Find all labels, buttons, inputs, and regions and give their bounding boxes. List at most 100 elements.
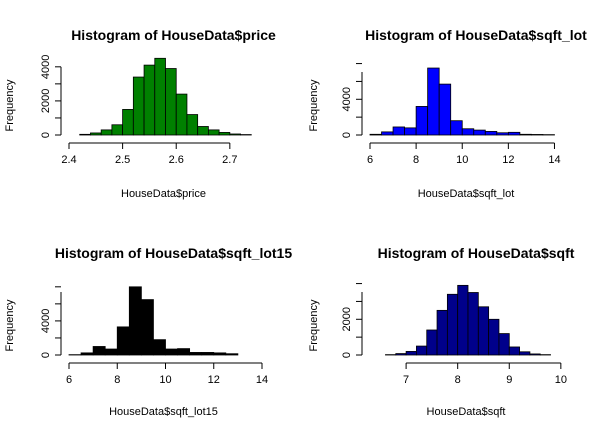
x-tick-label: 9 — [506, 374, 512, 386]
x-tick-label: 2.6 — [169, 154, 184, 166]
histogram-bar — [473, 129, 486, 136]
histogram-bar — [438, 83, 452, 136]
chart-title: Histogram of HouseData$sqft_lot — [365, 27, 587, 43]
histogram-bar — [519, 351, 531, 356]
histogram-bar — [415, 106, 429, 136]
histogram-bar — [201, 352, 215, 356]
histogram-bar — [508, 346, 520, 356]
y-tick-label: 2000 — [341, 307, 353, 331]
histogram-bar — [111, 124, 124, 136]
histogram-bar — [529, 353, 541, 356]
histogram-bar — [467, 292, 479, 356]
histogram-panel-3: 6 8 10 12 14 0 4000 Histogram of HouseData$sqft… — [4, 245, 292, 418]
histogram-bar — [392, 126, 405, 136]
chart-title: Histogram of HouseData$sqft — [378, 245, 575, 261]
histogram-bar — [132, 76, 145, 136]
x-tick-label: 8 — [114, 374, 120, 386]
histogram-bar — [457, 284, 469, 356]
histogram-bar — [186, 114, 199, 136]
histogram-bar — [122, 109, 134, 136]
y-axis-label: Frequency — [4, 79, 16, 131]
x-tick-label: 14 — [256, 374, 268, 386]
x-tick-label: 10 — [456, 154, 468, 166]
histogram-bar — [175, 93, 188, 136]
y-tick-label: 2000 — [40, 89, 52, 113]
histogram-bar — [165, 348, 178, 356]
histogram-panel-4: 7 8 9 10 0 2000 Histogram of HouseData$sqft Hou… — [308, 245, 575, 418]
histogram-bar — [153, 339, 166, 356]
y-tick-label: 4000 — [40, 55, 52, 79]
histogram-bar — [404, 127, 417, 136]
x-tick-label: 12 — [502, 154, 514, 166]
x-tick-label: 12 — [208, 374, 220, 386]
x-tick-label: 8 — [455, 374, 461, 386]
histogram-bar — [213, 352, 227, 356]
histogram-bar — [427, 67, 440, 136]
x-tick-label: 2.4 — [61, 154, 76, 166]
y-axis-label: Frequency — [4, 299, 16, 351]
histogram-bar — [128, 286, 142, 356]
histogram-bar — [369, 133, 382, 136]
histogram-bar — [116, 326, 130, 356]
histogram-bar — [100, 129, 113, 136]
x-tick-label: 2.7 — [222, 154, 237, 166]
x-tick-label: 6 — [66, 374, 72, 386]
histogram-bar — [405, 351, 417, 356]
histogram-bar — [461, 128, 475, 136]
x-tick-label: 14 — [548, 154, 560, 166]
histogram-bar — [395, 353, 407, 356]
histogram-bar — [426, 329, 438, 356]
x-axis-label: HouseData$sqft — [427, 406, 506, 418]
histogram-bar — [92, 346, 106, 356]
y-axis-label: Frequency — [308, 299, 320, 351]
histogram-bar — [207, 129, 220, 136]
histogram-panel-2: 6 8 10 12 14 0 4000 Histogram of HouseData$sqft… — [308, 27, 587, 200]
histogram-bar — [519, 133, 532, 136]
histogram-bar — [507, 131, 521, 136]
x-tick-label: 10 — [555, 374, 567, 386]
x-axis-label: HouseData$price — [121, 188, 206, 200]
histogram-bar — [189, 352, 203, 356]
histogram-bar — [79, 133, 91, 136]
histogram-bar — [436, 309, 448, 356]
x-axis-label: HouseData$sqft_lot — [418, 188, 515, 200]
x-tick-label: 10 — [159, 374, 171, 386]
histogram-bar — [488, 318, 500, 356]
histogram-bar — [484, 131, 498, 136]
histogram-bar — [165, 68, 177, 136]
histogram-bar — [229, 133, 241, 136]
x-tick-label: 7 — [403, 374, 409, 386]
x-tick-label: 2.5 — [115, 154, 130, 166]
histogram-bar — [477, 306, 490, 356]
histogram-bar — [450, 120, 463, 136]
y-tick-label: 0 — [40, 132, 52, 138]
y-tick-label: 0 — [341, 352, 353, 358]
x-axis-label: HouseData$sqft_lot15 — [109, 406, 218, 418]
histogram-bar — [154, 57, 166, 136]
histogram-bar — [104, 348, 118, 356]
histogram-bar — [225, 353, 239, 356]
y-tick-label: 0 — [40, 352, 52, 358]
x-tick-label: 8 — [413, 154, 419, 166]
y-axis-label: Frequency — [308, 79, 320, 131]
y-tick-label: 4000 — [341, 87, 353, 111]
chart-title: Histogram of HouseData$price — [71, 27, 276, 43]
histogram-bar — [177, 348, 191, 356]
x-tick-label: 6 — [367, 154, 373, 166]
histogram-bar — [496, 132, 509, 136]
histogram-bar — [140, 299, 154, 356]
histogram-bar — [197, 126, 209, 136]
chart-title: Histogram of HouseData$sqft_lot15 — [55, 245, 292, 261]
histogram-bar — [498, 333, 510, 356]
histogram-bar — [531, 134, 544, 136]
y-tick-label: 4000 — [40, 309, 52, 333]
histogram-panel-1: 2.4 2.5 2.6 2.7 0 2000 4000 Histogram of HouseD… — [4, 27, 276, 200]
histogram-bar — [80, 352, 94, 356]
histogram-bar — [416, 345, 428, 356]
histogram-bar — [143, 64, 156, 136]
histogram-bar — [90, 132, 102, 136]
histogram-bar — [446, 293, 459, 356]
histogram-bar — [381, 131, 394, 136]
y-tick-label: 0 — [341, 132, 353, 138]
